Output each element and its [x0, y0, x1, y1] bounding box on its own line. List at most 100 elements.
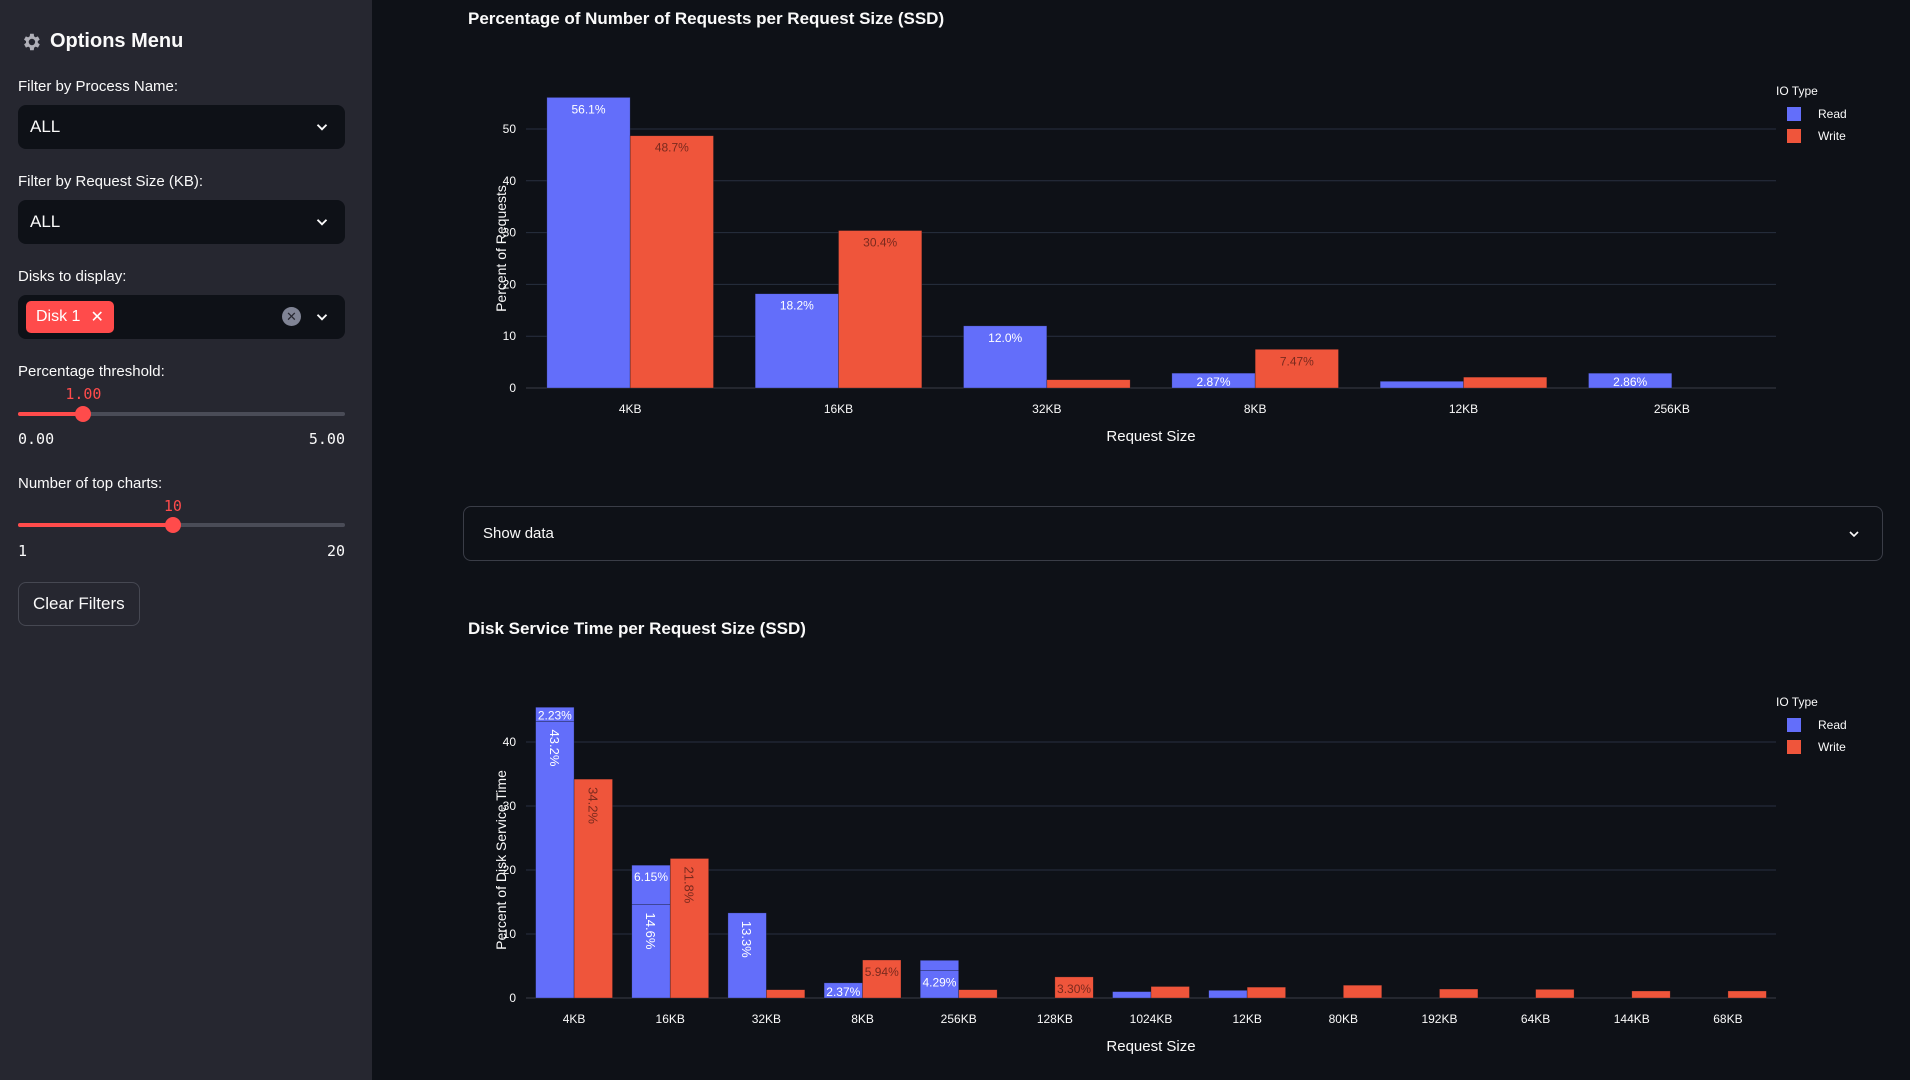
x-tick-label: 144KB [1614, 1012, 1650, 1026]
data-label: 2.87% [1196, 375, 1230, 389]
top-charts-slider-fill [18, 523, 173, 527]
data-label: 34.2% [585, 787, 600, 824]
chevron-down-icon [1849, 531, 1859, 538]
legend-title: IO Type [1776, 84, 1818, 98]
y-tick-label: 40 [503, 174, 517, 188]
write-legend-swatch [1787, 129, 1801, 143]
process-filter-select[interactable]: ALL [18, 105, 345, 149]
clear-all-icon[interactable]: ✕ [282, 307, 301, 326]
y-tick-label: 20 [503, 863, 517, 877]
requests-chart: 0 10 20 30 40 50 Percent of Requests Request Si… [493, 84, 1847, 445]
read-bar [727, 912, 767, 999]
write-bar [766, 989, 806, 999]
read-bar [963, 325, 1048, 389]
threshold-slider[interactable] [18, 406, 345, 422]
x-tick-label: 192KB [1421, 1012, 1457, 1026]
read-bar [1208, 990, 1248, 999]
write-bar [629, 135, 714, 389]
data-label: 48.7% [655, 141, 689, 155]
read-bar [754, 293, 839, 389]
legend-title: IO Type [1776, 695, 1818, 709]
write-bar [1150, 986, 1190, 999]
read-bar [919, 970, 959, 999]
gear-icon [24, 33, 40, 50]
read-legend-swatch [1787, 718, 1801, 732]
x-tick-label: 68KB [1713, 1012, 1742, 1026]
read-legend-swatch [1787, 107, 1801, 121]
write-bar [958, 989, 998, 999]
sidebar-title-text: Options Menu [50, 30, 184, 52]
data-label: 13.3% [739, 921, 754, 958]
y-axis-title: Percent of Disk Service Time [493, 770, 509, 950]
data-label: 43.2% [547, 730, 562, 767]
x-tick-label: 8KB [1244, 402, 1267, 416]
show-data-expander[interactable]: Show data [463, 506, 1883, 561]
sidebar-title: Options Menu [20, 30, 183, 53]
write-bar [1054, 976, 1094, 999]
x-tick-label: 12KB [1449, 402, 1478, 416]
disks-multiselect[interactable]: Disk 1 ✕ ✕ [18, 295, 345, 339]
x-tick-label: 16KB [656, 1012, 685, 1026]
x-tick-label: 32KB [1032, 402, 1061, 416]
threshold-label: Percentage threshold: [18, 363, 165, 380]
remove-tag-icon[interactable]: ✕ [90, 309, 104, 326]
read-bar [919, 960, 959, 971]
chart2-title: Disk Service Time per Request Size (SSD) [468, 619, 806, 638]
legend-label: Write [1818, 740, 1846, 754]
write-bar [838, 230, 923, 389]
x-tick-label: 32KB [752, 1012, 781, 1026]
size-filter-value: ALL [30, 212, 61, 231]
write-bar [1463, 376, 1548, 389]
write-bar [1439, 988, 1479, 999]
top-charts-max: 20 [326, 542, 345, 560]
write-bar [573, 778, 613, 999]
x-axis-title: Request Size [1106, 1038, 1195, 1055]
read-bar [546, 97, 631, 389]
y-tick-label: 30 [503, 226, 517, 240]
top-charts-slider-thumb[interactable] [164, 517, 181, 533]
x-tick-label: 1024KB [1130, 1012, 1173, 1026]
chevron-down-icon [316, 124, 328, 131]
x-tick-label: 8KB [851, 1012, 874, 1026]
data-label: 2.23% [538, 709, 572, 723]
write-bar [1246, 986, 1286, 999]
chart1-title: Percentage of Number of Requests per Req… [468, 9, 945, 28]
chevron-down-icon [316, 219, 328, 226]
write-bar [1343, 984, 1383, 999]
chevron-down-icon [316, 314, 328, 321]
top-charts-slider[interactable] [18, 517, 345, 533]
data-label: 6.15% [634, 870, 668, 884]
data-label: 2.37% [826, 985, 860, 999]
write-bar [1046, 379, 1131, 389]
write-bar [1631, 990, 1671, 999]
data-label: 7.47% [1280, 354, 1314, 368]
x-tick-label: 4KB [563, 1012, 586, 1026]
threshold-value: 1.00 [65, 385, 102, 403]
size-filter-select[interactable]: ALL [18, 200, 345, 244]
threshold-max: 5.00 [308, 430, 345, 448]
x-tick-label: 128KB [1037, 1012, 1073, 1026]
x-tick-label: 256KB [1654, 402, 1690, 416]
write-legend-swatch [1787, 740, 1801, 754]
top-charts-value: 10 [163, 497, 182, 515]
x-tick-label: 4KB [619, 402, 642, 416]
clear-filters-button[interactable]: Clear Filters [18, 582, 140, 626]
threshold-min: 0.00 [18, 430, 55, 448]
top-charts-label: Number of top charts: [18, 475, 163, 492]
read-bar [1112, 991, 1152, 999]
data-label: 56.1% [571, 102, 605, 116]
data-label: 30.4% [863, 236, 897, 250]
data-label: 3.30% [1057, 982, 1091, 996]
data-label: 12.0% [988, 331, 1022, 345]
data-label: 4.29% [922, 976, 956, 990]
y-tick-label: 10 [503, 927, 517, 941]
disks-label: Disks to display: [18, 268, 127, 285]
y-tick-label: 30 [503, 799, 517, 813]
service-time-chart: 0 10 20 30 40 Percent of Disk Service Time Req… [493, 695, 1847, 1055]
data-label: 2.86% [1613, 375, 1647, 389]
x-tick-label: 256KB [941, 1012, 977, 1026]
y-tick-label: 50 [503, 122, 517, 136]
threshold-slider-thumb[interactable] [75, 406, 92, 422]
x-tick-label: 64KB [1521, 1012, 1550, 1026]
x-axis-title: Request Size [1106, 428, 1195, 445]
